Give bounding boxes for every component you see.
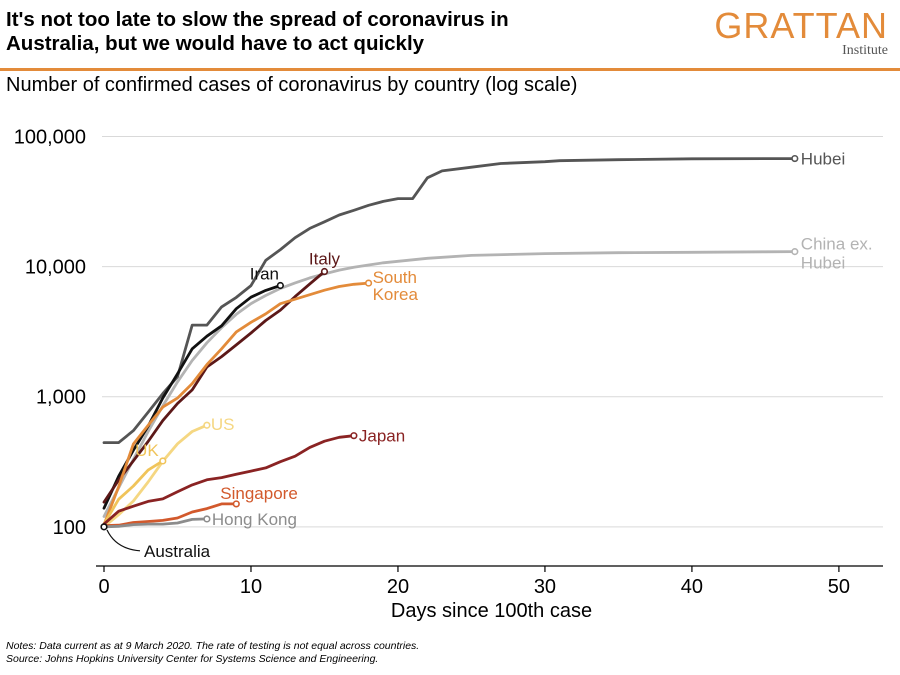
y-tick-label: 100,000 <box>14 127 86 149</box>
series-line-iran <box>102 284 282 510</box>
series-line-italy <box>102 270 326 504</box>
series-label-japan: Japan <box>359 427 405 446</box>
series-label-iran: Iran <box>250 265 279 284</box>
series-end-point-australia <box>100 523 108 531</box>
series-end-point-italy <box>320 267 329 276</box>
series-label-italy: Italy <box>309 250 341 269</box>
series-label-south-korea: South <box>373 268 417 287</box>
y-tick-label: 10,000 <box>25 257 86 279</box>
series-end-point-japan <box>350 432 358 440</box>
x-axis-label: Days since 100th case <box>391 600 592 622</box>
series-label-uk: UK <box>135 441 159 460</box>
x-tick-label: 40 <box>681 576 703 598</box>
x-tick-label: 0 <box>98 576 109 598</box>
notes-text: Notes: Data current as at 9 March 2020. … <box>6 640 420 652</box>
series-line-hong-kong <box>102 517 209 529</box>
series-label-us: US <box>211 415 235 434</box>
logo-name: GRATTAN <box>714 5 888 46</box>
series-label-singapore: Singapore <box>220 484 298 503</box>
series-end-point-hubei <box>791 154 799 163</box>
y-tick-label: 100 <box>53 517 86 539</box>
series-line-hubei <box>102 157 797 444</box>
series-line-singapore <box>102 502 238 528</box>
series-end-point-hong-kong <box>203 515 211 523</box>
chart-subtitle: Number of confirmed cases of coronavirus… <box>6 74 578 96</box>
title-rule <box>0 68 900 71</box>
x-tick-label: 50 <box>828 576 850 598</box>
series-label-china-ex-hubei: Hubei <box>801 254 845 273</box>
australia-leader-line <box>106 529 141 552</box>
series-line-uk <box>102 459 165 526</box>
series-label-south-korea: Korea <box>373 285 419 304</box>
series-label-china-ex-hubei: China ex. <box>801 235 873 254</box>
series-line-china-ex-hubei <box>102 250 797 518</box>
series-end-point-singapore <box>232 500 240 508</box>
series-end-point-china-ex-hubei <box>791 248 799 256</box>
series-end-point-us <box>203 421 211 429</box>
chart-title: It's not too late to slow the spread of … <box>6 8 646 56</box>
series-label-hong-kong: Hong Kong <box>212 510 297 529</box>
series-end-point-uk <box>159 457 167 465</box>
x-tick-label: 20 <box>387 576 409 598</box>
grattan-logo: GRATTAN Institute <box>714 8 888 58</box>
chart-notes: Notes: Data current as at 9 March 2020. … <box>6 640 419 666</box>
series-line-us <box>102 423 209 529</box>
series-line-south-korea <box>102 281 370 526</box>
series-end-point-south-korea <box>364 279 373 287</box>
series-end-point-iran <box>276 281 284 290</box>
source-text: Source: Johns Hopkins University Center … <box>6 653 379 665</box>
series-line-japan <box>102 434 356 526</box>
x-tick-label: 30 <box>534 576 556 598</box>
x-tick-label: 10 <box>240 576 262 598</box>
line-chart: 100 1,000 10,000 100,000 0 10 20 30 40 50 Days sin… <box>14 127 883 622</box>
series-label-australia: Australia <box>144 542 211 561</box>
series-label-hubei: Hubei <box>801 150 845 169</box>
logo-sub: Institute <box>842 43 888 58</box>
y-tick-label: 1,000 <box>36 387 86 409</box>
title-line-1: It's not too late to slow the spread of … <box>6 8 509 31</box>
title-line-2: Australia, but we would have to act quic… <box>6 32 425 55</box>
